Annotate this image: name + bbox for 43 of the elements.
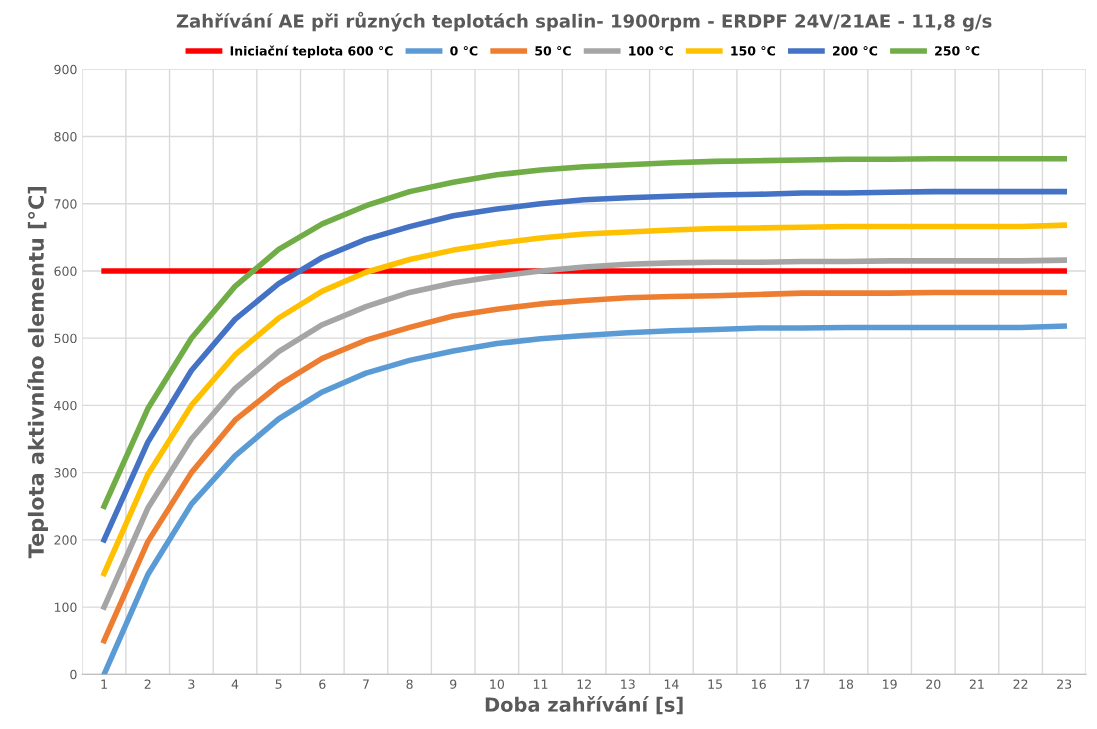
x-tick-label: 12 <box>577 679 591 689</box>
x-tick-label: 10 <box>490 679 504 689</box>
x-tick-label: 9 <box>450 679 457 689</box>
legend-label: 150 °C <box>731 46 775 56</box>
x-tick-label: 6 <box>319 679 326 689</box>
x-tick-label: 7 <box>362 679 369 689</box>
x-tick-label: 8 <box>406 679 413 689</box>
x-tick-label: 11 <box>533 679 548 689</box>
x-tick-label: 15 <box>708 679 722 689</box>
y-tick-label: 900 <box>54 64 77 75</box>
y-axis-title: Teplota aktivního elementu [°C] <box>27 187 48 559</box>
y-tick-label: 200 <box>54 535 77 545</box>
x-tick-label: 16 <box>752 679 766 689</box>
x-tick-label: 1 <box>101 679 107 689</box>
x-tick-label: 13 <box>621 679 635 689</box>
x-tick-label: 20 <box>926 679 941 689</box>
x-tick-label: 3 <box>188 679 195 689</box>
x-tick-label: 4 <box>231 679 239 689</box>
x-tick-label: 23 <box>1057 679 1072 689</box>
x-tick-label: 21 <box>969 679 984 689</box>
x-tick-label: 19 <box>883 679 897 689</box>
legend-label: 0 °C <box>450 46 478 56</box>
x-tick-label: 5 <box>275 679 282 689</box>
x-tick-label: 17 <box>795 679 810 689</box>
y-tick-label: 500 <box>54 333 77 344</box>
x-tick-label: 2 <box>144 679 151 689</box>
legend-label: 50 °C <box>535 46 571 56</box>
y-tick-label: 800 <box>54 131 77 142</box>
legend-label: Iniciační teplota 600 °C <box>230 45 393 59</box>
x-tick-label: 14 <box>664 679 679 689</box>
chart-title: Zahřívání AE při různých teplotách spalin- 1900rpm - ERDPF 24V/21AE - 11,8 g/s <box>176 11 992 32</box>
x-tick-label: 18 <box>839 679 854 689</box>
y-tick-label: 400 <box>54 400 77 411</box>
y-tick-label: 300 <box>54 468 77 478</box>
legend-label: 100 °C <box>629 46 673 56</box>
y-tick-label: 100 <box>54 602 77 613</box>
legend-label: 250 °C <box>935 46 980 56</box>
y-tick-label: 700 <box>54 199 77 209</box>
y-tick-label: 0 <box>70 669 77 680</box>
legend-label: 200 °C <box>832 46 878 56</box>
x-tick-label: 22 <box>1013 679 1028 689</box>
y-tick-label: 600 <box>54 266 77 276</box>
x-axis-title: Doba zahřívání [s] <box>485 696 683 715</box>
